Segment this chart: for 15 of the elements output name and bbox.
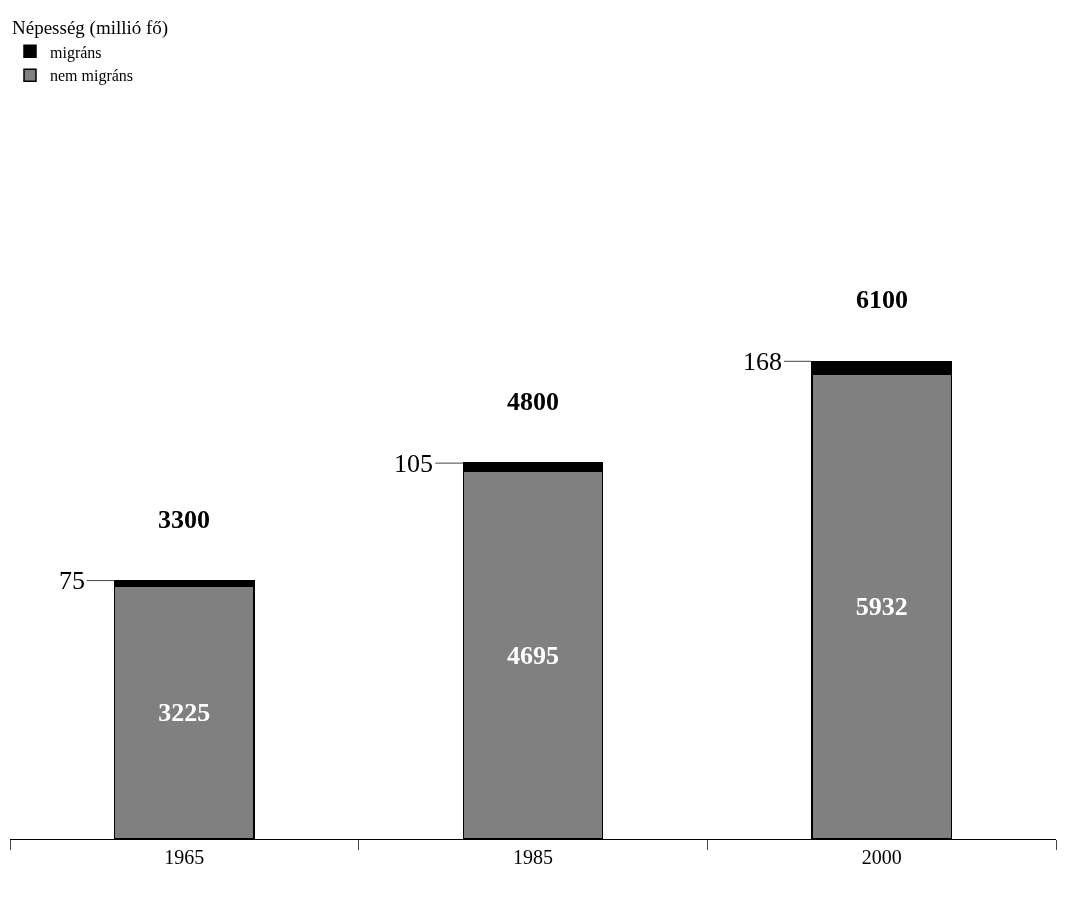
data-label: 3225 [158,698,211,728]
data-label: 75 [59,566,85,595]
legend-label: nem migráns [50,67,134,86]
data-label: 105 [394,449,433,478]
total-label: 3300 [158,505,210,534]
total-label: 4800 [507,387,559,416]
x-tick-label: 1965 [164,846,205,868]
legend-title: Népesség (millió fő) [12,17,169,40]
total-label: 6100 [856,285,908,314]
x-tick-label: 1985 [513,846,553,868]
data-label: 5932 [855,592,908,622]
legend-label: migráns [50,43,102,62]
data-label: 168 [743,347,782,376]
x-tick-label: 2000 [861,846,902,868]
data-label: 4695 [507,640,559,670]
